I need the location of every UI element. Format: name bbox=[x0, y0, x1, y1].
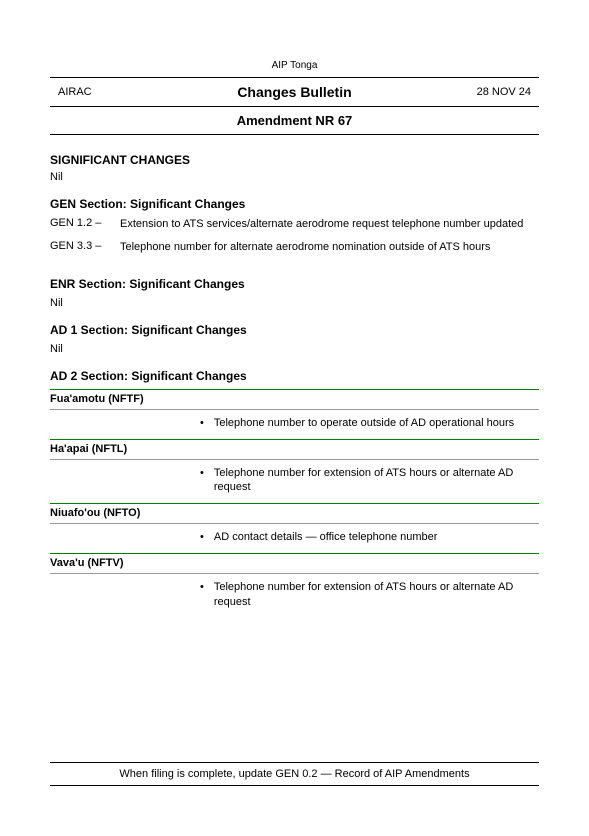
bullet-icon: • bbox=[200, 416, 204, 431]
org-label: AIP Tonga bbox=[50, 60, 539, 71]
header-left: AIRAC bbox=[58, 86, 176, 98]
ad2-name: Ha'apai (NFTL) bbox=[50, 443, 539, 460]
footer-note: When filing is complete, update GEN 0.2 … bbox=[50, 762, 539, 786]
ad2-detail-text: Telephone number for extension of ATS ho… bbox=[214, 466, 539, 496]
ad2-detail: • AD contact details — office telephone … bbox=[50, 530, 539, 551]
ad2-name: Fua'amotu (NFTF) bbox=[50, 393, 539, 410]
gen-code: GEN 1.2 – bbox=[50, 217, 120, 232]
amendment-title: Amendment NR 67 bbox=[50, 107, 539, 135]
gen-section-heading: GEN Section: Significant Changes bbox=[50, 197, 539, 211]
ad2-block: Niuafo'ou (NFTO) • AD contact details — … bbox=[50, 503, 539, 551]
ad2-section-heading: AD 2 Section: Significant Changes bbox=[50, 369, 539, 383]
gen-item: GEN 1.2 – Extension to ATS services/alte… bbox=[50, 217, 539, 232]
ad2-block: Fua'amotu (NFTF) • Telephone number to o… bbox=[50, 389, 539, 437]
ad2-detail: • Telephone number for extension of ATS … bbox=[50, 580, 539, 616]
ad2-block: Vava'u (NFTV) • Telephone number for ext… bbox=[50, 553, 539, 616]
bullet-icon: • bbox=[200, 580, 204, 595]
ad2-detail-text: Telephone number for extension of ATS ho… bbox=[214, 580, 539, 610]
header-bar: AIRAC Changes Bulletin 28 NOV 24 bbox=[50, 77, 539, 107]
ad2-detail: • Telephone number to operate outside of… bbox=[50, 416, 539, 437]
bullet-icon: • bbox=[200, 466, 204, 481]
gen-text: Telephone number for alternate aerodrome… bbox=[120, 240, 490, 255]
ad1-nil: Nil bbox=[50, 343, 539, 355]
ad2-block: Ha'apai (NFTL) • Telephone number for ex… bbox=[50, 439, 539, 502]
ad2-name: Niuafo'ou (NFTO) bbox=[50, 507, 539, 524]
ad2-detail: • Telephone number for extension of ATS … bbox=[50, 466, 539, 502]
header-title: Changes Bulletin bbox=[176, 84, 413, 100]
enr-section-heading: ENR Section: Significant Changes bbox=[50, 277, 539, 291]
enr-nil: Nil bbox=[50, 297, 539, 309]
bullet-icon: • bbox=[200, 530, 204, 545]
gen-text: Extension to ATS services/alternate aero… bbox=[120, 217, 523, 232]
gen-item: GEN 3.3 – Telephone number for alternate… bbox=[50, 240, 539, 255]
ad2-name: Vava'u (NFTV) bbox=[50, 557, 539, 574]
ad2-detail-text: AD contact details — office telephone nu… bbox=[214, 530, 438, 545]
gen-code: GEN 3.3 – bbox=[50, 240, 120, 255]
ad2-detail-text: Telephone number to operate outside of A… bbox=[214, 416, 514, 431]
sig-nil: Nil bbox=[50, 171, 539, 183]
significant-changes-heading: SIGNIFICANT CHANGES bbox=[50, 153, 539, 167]
ad1-section-heading: AD 1 Section: Significant Changes bbox=[50, 323, 539, 337]
header-date: 28 NOV 24 bbox=[413, 86, 531, 98]
